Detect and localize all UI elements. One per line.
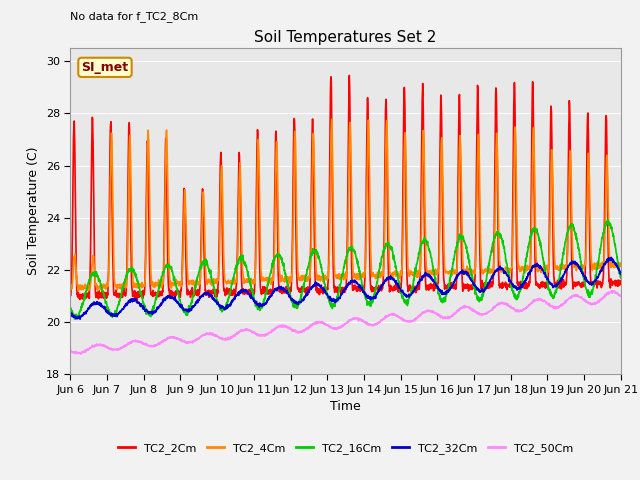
TC2_32Cm [374,289,381,295]
TC2_32Cm [568,259,576,265]
TC2_16Cm [604,217,611,223]
TC2_16Cm [362,296,369,302]
TC2_16Cm [220,305,228,311]
TC2_50Cm [584,300,591,305]
TC2_16Cm [617,275,625,281]
TC2_2Cm [584,110,592,116]
Legend: TC2_2Cm, TC2_4Cm, TC2_16Cm, TC2_32Cm, TC2_50Cm: TC2_2Cm, TC2_4Cm, TC2_16Cm, TC2_32Cm, TC… [114,439,577,458]
TC2_32Cm [67,311,74,316]
TC2_2Cm [133,298,141,303]
TC2_32Cm [506,277,513,283]
Title: Soil Temperatures Set 2: Soil Temperatures Set 2 [255,30,436,46]
TC2_2Cm [220,286,228,292]
TC2_4Cm [67,287,74,293]
TC2_4Cm [584,163,592,168]
TC2_50Cm [374,321,381,326]
TC2_16Cm [584,291,591,297]
TC2_16Cm [568,223,576,229]
Line: TC2_50Cm: TC2_50Cm [70,291,621,354]
Line: TC2_16Cm: TC2_16Cm [70,220,621,319]
TC2_50Cm [362,320,369,325]
TC2_4Cm [85,288,93,293]
TC2_2Cm [374,287,381,293]
Y-axis label: Soil Temperature (C): Soil Temperature (C) [27,147,40,276]
TC2_50Cm [506,304,513,310]
TC2_2Cm [362,227,370,233]
TC2_16Cm [374,277,381,283]
TC2_32Cm [584,278,591,284]
Text: SI_met: SI_met [81,61,129,74]
TC2_4Cm [220,267,228,273]
TC2_4Cm [617,263,625,268]
TC2_32Cm [362,290,369,296]
X-axis label: Time: Time [330,400,361,413]
Line: TC2_4Cm: TC2_4Cm [70,119,621,290]
TC2_32Cm [617,271,625,277]
TC2_16Cm [71,316,79,322]
TC2_4Cm [569,249,577,254]
TC2_32Cm [76,316,84,322]
TC2_50Cm [617,292,625,298]
TC2_16Cm [67,305,74,311]
TC2_4Cm [328,116,335,122]
TC2_2Cm [346,72,353,78]
TC2_50Cm [67,347,74,353]
Line: TC2_32Cm: TC2_32Cm [70,257,621,319]
Line: TC2_2Cm: TC2_2Cm [70,75,621,300]
TC2_32Cm [220,306,228,312]
Text: No data for f_TC2_8Cm: No data for f_TC2_8Cm [70,11,198,22]
TC2_4Cm [362,250,370,255]
TC2_2Cm [506,285,514,290]
TC2_4Cm [506,267,514,273]
TC2_50Cm [77,351,84,357]
TC2_32Cm [607,254,615,260]
TC2_50Cm [220,337,228,343]
TC2_50Cm [609,288,617,294]
TC2_2Cm [617,279,625,285]
TC2_16Cm [506,277,513,283]
TC2_50Cm [568,294,576,300]
TC2_2Cm [569,278,577,284]
TC2_4Cm [374,273,381,279]
TC2_2Cm [67,292,74,298]
